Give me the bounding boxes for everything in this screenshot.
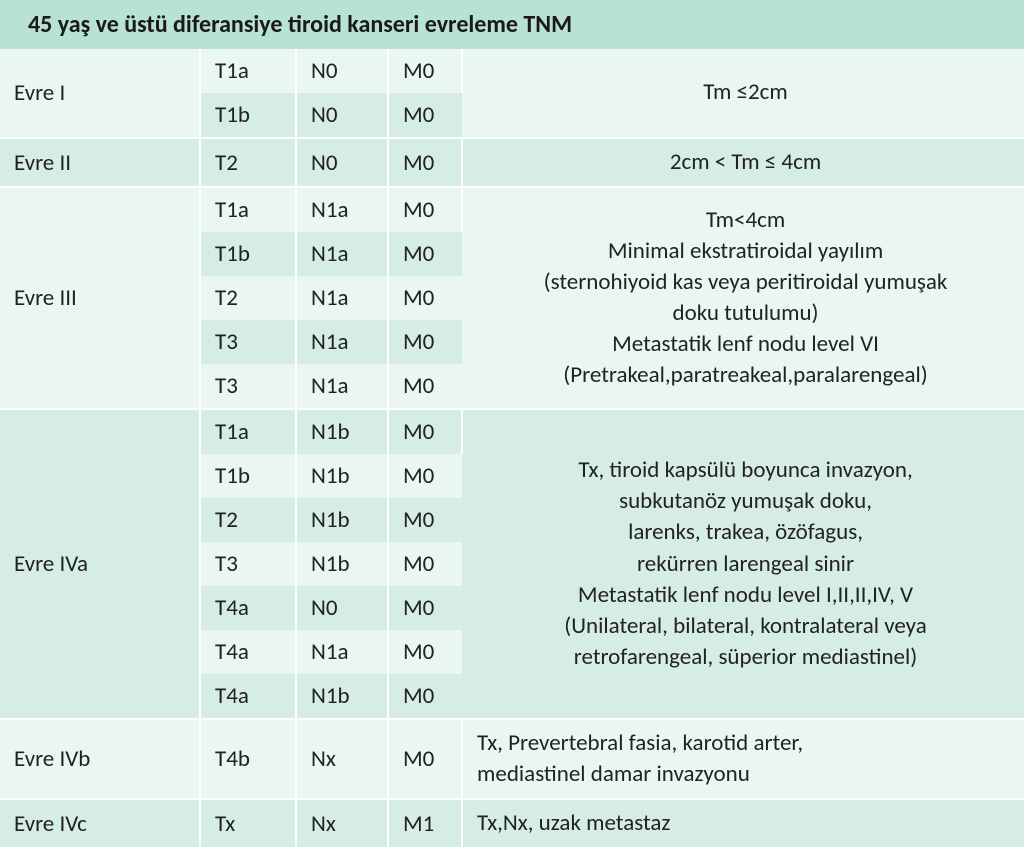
m-cell: M0 [388,720,462,798]
n-cell: N0 [296,586,388,630]
n-cell: N0 [296,139,388,186]
n-cell: N1a [296,364,388,408]
t-cell: T1a [200,188,296,232]
m-cell: M0 [388,586,462,630]
n-cell: N1a [296,232,388,276]
m-cell: M0 [388,498,462,542]
t-cell: T1b [200,232,296,276]
t-cell: T4a [200,630,296,674]
m-cell: M0 [388,139,462,186]
t-cell: T1a [200,49,296,93]
description-cell: Tm<4cmMinimal ekstratiroidal yayılım(ste… [462,188,1024,408]
m-cell: M0 [388,320,462,364]
t-cell: T1b [200,454,296,498]
m-cell: M0 [388,49,462,93]
t-cell: T1b [200,93,296,137]
n-cell: N1a [296,320,388,364]
m-cell: M0 [388,232,462,276]
n-cell: N1a [296,188,388,232]
n-cell: N1a [296,630,388,674]
n-cell: N1b [296,410,388,454]
m-cell: M0 [388,93,462,137]
n-cell: N1a [296,276,388,320]
stage-cell: Evre I [0,49,200,137]
stage-cell: Evre III [0,188,200,408]
description-cell: Tx,Nx, uzak metastaz [462,800,1024,847]
t-cell: T4b [200,720,296,798]
n-cell: N0 [296,93,388,137]
t-cell: T3 [200,320,296,364]
t-cell: T3 [200,542,296,586]
n-cell: N1b [296,454,388,498]
stage-cell: Evre II [0,139,200,186]
m-cell: M0 [388,630,462,674]
n-cell: Nx [296,720,388,798]
t-cell: T4a [200,674,296,718]
t-cell: Tx [200,800,296,847]
t-cell: T3 [200,364,296,408]
m-cell: M0 [388,542,462,586]
m-cell: M1 [388,800,462,847]
n-cell: N1b [296,498,388,542]
description-cell: Tx, tiroid kapsülü boyunca invazyon,subk… [462,410,1024,718]
m-cell: M0 [388,276,462,320]
m-cell: M0 [388,454,462,498]
stage-cell: Evre IVb [0,720,200,798]
m-cell: M0 [388,188,462,232]
t-cell: T4a [200,586,296,630]
description-cell: 2cm < Tm ≤ 4cm [462,139,1024,186]
table-title: 45 yaş ve üstü diferansiye tiroid kanser… [0,0,1024,49]
t-cell: T2 [200,139,296,186]
t-cell: T1a [200,410,296,454]
n-cell: N1b [296,674,388,718]
n-cell: N1b [296,542,388,586]
t-cell: T2 [200,276,296,320]
description-cell: Tx, Prevertebral fasia, karotid arter,me… [462,720,1024,798]
n-cell: Nx [296,800,388,847]
description-cell: Tm ≤2cm [462,49,1024,137]
m-cell: M0 [388,410,462,454]
m-cell: M0 [388,674,462,718]
n-cell: N0 [296,49,388,93]
t-cell: T2 [200,498,296,542]
stage-cell: Evre IVa [0,410,200,718]
stage-cell: Evre IVc [0,800,200,847]
m-cell: M0 [388,364,462,408]
staging-table: 45 yaş ve üstü diferansiye tiroid kanser… [0,0,1024,847]
